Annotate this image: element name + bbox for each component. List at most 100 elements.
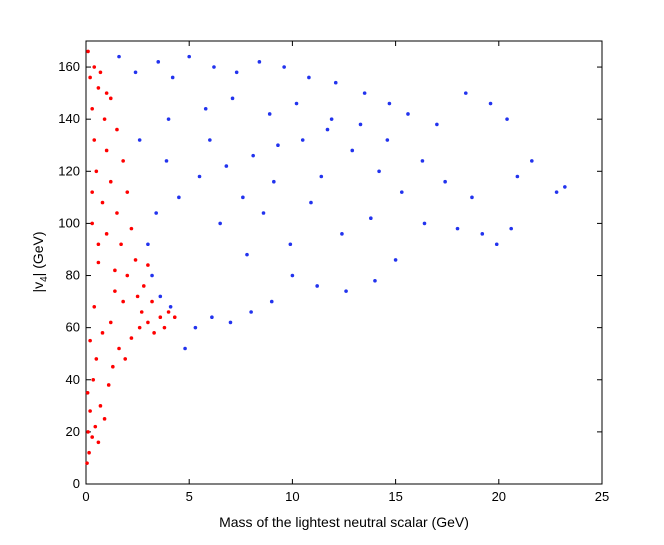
red-data-point xyxy=(85,461,89,465)
blue-data-point xyxy=(369,216,373,220)
red-data-point xyxy=(94,169,99,174)
red-data-point xyxy=(133,258,138,262)
red-data-point xyxy=(106,383,111,387)
blue-data-point xyxy=(212,65,216,69)
red-data-point xyxy=(90,435,94,439)
blue-data-point xyxy=(193,325,198,330)
y-tick-label: 140 xyxy=(58,111,80,126)
red-data-point xyxy=(92,65,97,69)
red-data-point xyxy=(115,127,119,132)
blue-data-point xyxy=(261,211,266,215)
red-data-point xyxy=(129,336,134,340)
blue-data-point xyxy=(282,65,286,69)
red-data-point xyxy=(146,263,150,267)
red-data-point xyxy=(93,424,98,429)
y-axis-title-subscript: 4 xyxy=(39,276,50,282)
blue-data-point xyxy=(150,273,154,278)
blue-data-point xyxy=(387,101,392,106)
blue-data-point xyxy=(385,138,390,142)
blue-data-point xyxy=(300,138,305,142)
blue-data-point xyxy=(515,174,520,179)
blue-data-point xyxy=(168,305,173,309)
red-data-point xyxy=(86,49,90,54)
blue-data-point xyxy=(218,221,222,226)
blue-data-point xyxy=(509,226,513,231)
blue-data-point xyxy=(158,294,163,299)
x-tick-label: 25 xyxy=(595,489,609,504)
red-data-point xyxy=(123,357,128,361)
red-data-point xyxy=(172,315,177,320)
blue-data-point xyxy=(358,122,363,127)
x-tick-label: 20 xyxy=(492,489,506,504)
red-data-point xyxy=(102,417,107,421)
red-data-point xyxy=(98,404,103,408)
red-data-point xyxy=(98,70,103,75)
red-data-point xyxy=(104,148,109,153)
red-data-point xyxy=(146,320,150,325)
blue-data-point xyxy=(288,242,293,247)
blue-data-point xyxy=(272,179,276,184)
red-data-point xyxy=(90,221,94,226)
blue-data-point xyxy=(241,195,245,200)
red-data-point xyxy=(88,75,92,80)
y-tick-label: 0 xyxy=(73,476,80,491)
blue-data-point xyxy=(156,60,161,64)
y-axis-title-prefix: |v xyxy=(30,282,46,293)
red-data-point xyxy=(121,159,125,163)
red-data-point xyxy=(125,273,130,278)
red-data-point xyxy=(125,190,130,194)
red-data-point xyxy=(104,232,109,236)
red-data-point xyxy=(104,91,109,95)
blue-data-point xyxy=(294,101,299,106)
y-tick-label: 120 xyxy=(58,163,80,178)
blue-data-point xyxy=(224,164,229,168)
blue-data-point xyxy=(164,159,169,163)
y-tick-label: 60 xyxy=(66,320,80,335)
red-data-point xyxy=(135,294,140,299)
blue-data-point xyxy=(276,143,280,148)
x-tick-label: 5 xyxy=(186,489,193,504)
red-data-point xyxy=(88,338,92,343)
blue-data-point xyxy=(319,174,324,179)
red-data-point xyxy=(102,117,107,121)
blue-data-point xyxy=(267,112,272,116)
red-data-point xyxy=(111,364,115,369)
y-axis-title: |v4| (GeV) xyxy=(30,231,50,292)
red-data-point xyxy=(90,190,94,194)
y-axis-ticks: 0 20 40 60 80 100 120 140 160 xyxy=(58,59,602,491)
red-data-point xyxy=(113,268,117,273)
blue-data-point xyxy=(488,101,493,106)
blue-data-point xyxy=(183,346,187,351)
blue-data-point xyxy=(197,174,202,179)
red-data-point xyxy=(121,299,125,304)
red-data-point xyxy=(100,200,105,205)
blue-data-point xyxy=(208,138,212,142)
blue-data-point xyxy=(463,91,468,95)
blue-data-point xyxy=(399,190,404,194)
blue-data-point xyxy=(406,112,410,116)
plot-area xyxy=(85,40,603,485)
red-data-point xyxy=(92,305,97,309)
y-tick-label: 80 xyxy=(66,268,80,283)
blue-data-point xyxy=(290,273,295,278)
red-data-point xyxy=(94,357,99,361)
blue-data-point xyxy=(307,75,311,80)
red-data-point xyxy=(129,226,134,231)
red-data-point xyxy=(96,86,101,90)
blue-data-point xyxy=(187,54,191,59)
blue-data-point xyxy=(309,200,313,205)
blue-data-point xyxy=(133,70,138,75)
y-tick-label: 160 xyxy=(58,59,80,74)
blue-data-point xyxy=(362,91,367,95)
red-data-point xyxy=(91,377,96,382)
blue-data-point xyxy=(494,242,499,247)
red-data-point xyxy=(85,390,90,395)
blue-data-point xyxy=(455,226,460,231)
blue-data-point xyxy=(377,169,381,174)
blue-data-point xyxy=(269,299,274,304)
blue-data-point xyxy=(251,153,255,158)
blue-data-point xyxy=(325,127,330,132)
blue-data-point xyxy=(154,211,158,215)
blue-data-point xyxy=(563,185,567,189)
red-data-point xyxy=(162,325,167,330)
